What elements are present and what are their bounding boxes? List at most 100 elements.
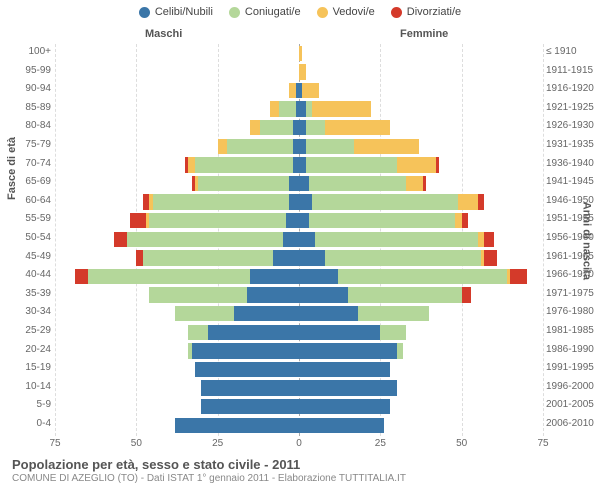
year-label: 1921-1925 [546,102,598,113]
legend-swatch [139,7,150,18]
bar-segment [195,362,299,378]
bar-female [299,157,439,173]
bar-segment [218,139,228,155]
bar-segment [436,157,439,173]
age-label: 45-49 [15,251,51,262]
year-label: 1916-1920 [546,83,598,94]
bar-female [299,362,390,378]
bar-segment [227,139,292,155]
bar-segment [315,232,478,248]
age-row: 45-491961-1965 [55,249,543,268]
age-label: 80-84 [15,120,51,131]
bar-segment [299,306,358,322]
x-tick: 25 [375,438,386,449]
year-label: 1946-1950 [546,195,598,206]
bar-female [299,46,302,62]
bar-segment [299,269,338,285]
legend-item: Vedovi/e [317,6,375,18]
bar-segment [149,287,247,303]
chart-title: Popolazione per età, sesso e stato civil… [12,457,406,472]
bar-male [114,232,299,248]
legend-label: Vedovi/e [333,6,375,18]
bar-male [270,101,299,117]
bar-female [299,380,397,396]
bar-segment [270,101,280,117]
bar-female [299,418,384,434]
age-label: 30-34 [15,306,51,317]
bar-segment [397,343,404,359]
bar-segment [299,418,384,434]
year-label: 1971-1975 [546,288,598,299]
bar-female [299,139,419,155]
bar-female [299,306,429,322]
bar-segment [299,46,302,62]
age-row: 100+≤ 1910 [55,44,543,63]
bar-male [175,418,299,434]
legend-swatch [317,7,328,18]
age-label: 20-24 [15,344,51,355]
bar-female [299,194,484,210]
bar-segment [130,213,146,229]
bar-segment [75,269,88,285]
bar-female [299,399,390,415]
age-row: 15-191991-1995 [55,360,543,379]
x-tick: 50 [456,438,467,449]
bar-segment [114,232,127,248]
age-row: 25-291981-1985 [55,323,543,342]
bar-segment [510,269,526,285]
bar-segment [458,194,478,210]
bar-male [250,120,299,136]
chart-subtitle: COMUNE DI AZEGLIO (TO) - Dati ISTAT 1° g… [12,473,406,484]
age-label: 0-4 [15,418,51,429]
age-label: 10-14 [15,381,51,392]
bar-male [188,343,299,359]
bar-segment [299,343,397,359]
bar-segment [354,139,419,155]
year-label: 2006-2010 [546,418,598,429]
bar-segment [406,176,422,192]
header-female: Femmine [400,28,448,40]
bar-segment [195,157,293,173]
age-label: 50-54 [15,232,51,243]
bar-segment [299,399,390,415]
bar-segment [188,325,208,341]
bar-segment [299,213,309,229]
bar-segment [201,380,299,396]
bar-segment [397,157,436,173]
year-label: 2001-2005 [546,399,598,410]
bar-segment [149,213,286,229]
age-row: 55-591951-1955 [55,211,543,230]
bar-male [130,213,299,229]
age-row: 95-991911-1915 [55,63,543,82]
header-male: Maschi [145,28,182,40]
age-row: 10-141996-2000 [55,379,543,398]
bar-female [299,120,390,136]
age-row: 35-391971-1975 [55,286,543,305]
bar-segment [247,287,299,303]
bar-segment [175,306,234,322]
bar-male [149,287,299,303]
age-label: 40-44 [15,269,51,280]
bar-segment [250,269,299,285]
legend-swatch [391,7,402,18]
bar-segment [250,120,260,136]
bar-segment [299,380,397,396]
bar-segment [153,194,290,210]
age-label: 25-29 [15,325,51,336]
bar-segment [302,83,318,99]
age-row: 70-741936-1940 [55,156,543,175]
age-label: 65-69 [15,176,51,187]
x-tick: 75 [49,438,60,449]
year-label: 1941-1945 [546,176,598,187]
bar-female [299,287,471,303]
bar-segment [299,64,306,80]
bar-female [299,83,319,99]
age-row: 0-42006-2010 [55,416,543,435]
bar-segment [462,213,469,229]
age-row: 75-791931-1935 [55,137,543,156]
x-tick: 50 [131,438,142,449]
bar-segment [286,213,299,229]
bar-female [299,325,406,341]
bar-male [143,194,299,210]
bar-female [299,250,497,266]
